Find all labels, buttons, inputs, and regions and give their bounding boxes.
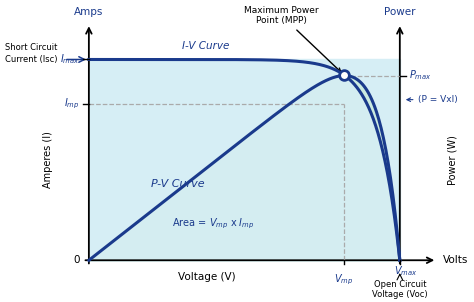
Text: I-V Curve: I-V Curve xyxy=(182,41,229,51)
Text: Power (W): Power (W) xyxy=(447,135,458,185)
Text: Amperes (I): Amperes (I) xyxy=(44,131,54,188)
Text: $P_{max}$: $P_{max}$ xyxy=(409,69,432,82)
Text: Amps: Amps xyxy=(74,7,103,17)
Text: 0: 0 xyxy=(73,255,80,265)
Text: Open Circuit: Open Circuit xyxy=(374,280,426,289)
Text: Volts: Volts xyxy=(443,255,469,265)
Text: Voltage (V): Voltage (V) xyxy=(178,272,236,282)
Text: $I_{mp}$: $I_{mp}$ xyxy=(64,96,80,111)
Text: Power: Power xyxy=(384,7,416,17)
Bar xyxy=(89,59,400,260)
Text: Short Circuit: Short Circuit xyxy=(5,43,58,52)
Text: $V_{mp}$: $V_{mp}$ xyxy=(334,272,354,287)
Text: Area = $V_{mp}$ x $I_{mp}$: Area = $V_{mp}$ x $I_{mp}$ xyxy=(172,217,255,231)
Text: P-V Curve: P-V Curve xyxy=(151,179,205,189)
Text: (P = VxI): (P = VxI) xyxy=(407,95,458,104)
Text: $V_{max}$: $V_{max}$ xyxy=(394,264,418,278)
Text: Maximum Power
Point (MPP): Maximum Power Point (MPP) xyxy=(244,6,341,72)
Text: Current (Isc): Current (Isc) xyxy=(5,55,58,64)
Text: $I_{max}$: $I_{max}$ xyxy=(60,53,80,66)
Text: Voltage (Voc): Voltage (Voc) xyxy=(372,290,428,299)
